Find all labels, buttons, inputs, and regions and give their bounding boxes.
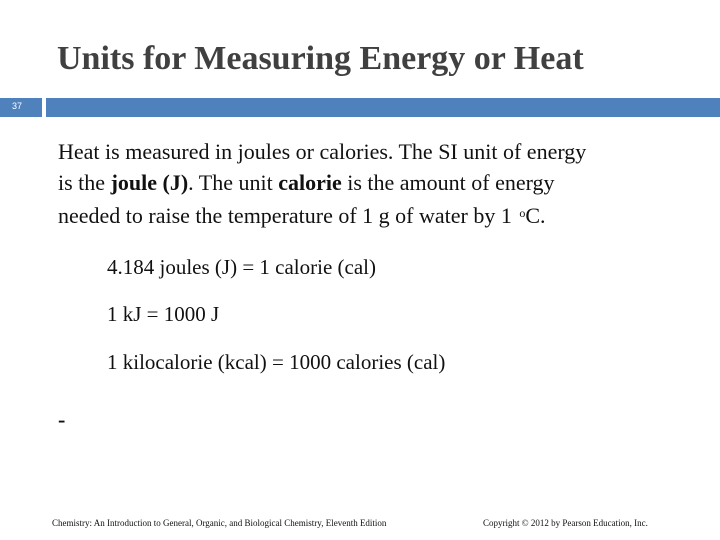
degree-superscript: o (519, 206, 526, 220)
body-line-2: is the joule (J). The unit calorie is th… (58, 167, 698, 198)
title-accent-bar (46, 98, 720, 117)
slide-number-bar (0, 98, 42, 117)
equation-kilojoule: 1 kJ = 1000 J (107, 302, 220, 326)
body-line-3-pre: needed to raise the temperature of 1 g o… (58, 203, 518, 228)
body-line-3: needed to raise the temperature of 1 g o… (58, 198, 698, 231)
slide-title: Units for Measuring Energy or Heat (57, 40, 584, 77)
footer-book-title: Chemistry: An Introduction to General, O… (52, 518, 387, 528)
body-line-2-pre: is the (58, 170, 111, 195)
equation-kilocalorie: 1 kilocalorie (kcal) = 1000 calories (ca… (107, 350, 446, 374)
body-line-3-post: C. (525, 203, 546, 228)
slide-number: 37 (12, 101, 23, 111)
body-paragraph: Heat is measured in joules or calories. … (58, 136, 698, 231)
equation-joule-calorie: 4.184 joules (J) = 1 calorie (cal) (107, 255, 377, 279)
empty-bullet-dash: - (58, 407, 66, 432)
footer-copyright: Copyright © 2012 by Pearson Education, I… (483, 518, 648, 528)
body-line-2-post: is the amount of energy (341, 170, 555, 195)
term-joule: joule (J) (110, 170, 189, 195)
body-line-1: Heat is measured in joules or calories. … (58, 139, 587, 164)
term-calorie: calorie (278, 170, 342, 195)
body-line-2-mid: . The unit (188, 170, 279, 195)
